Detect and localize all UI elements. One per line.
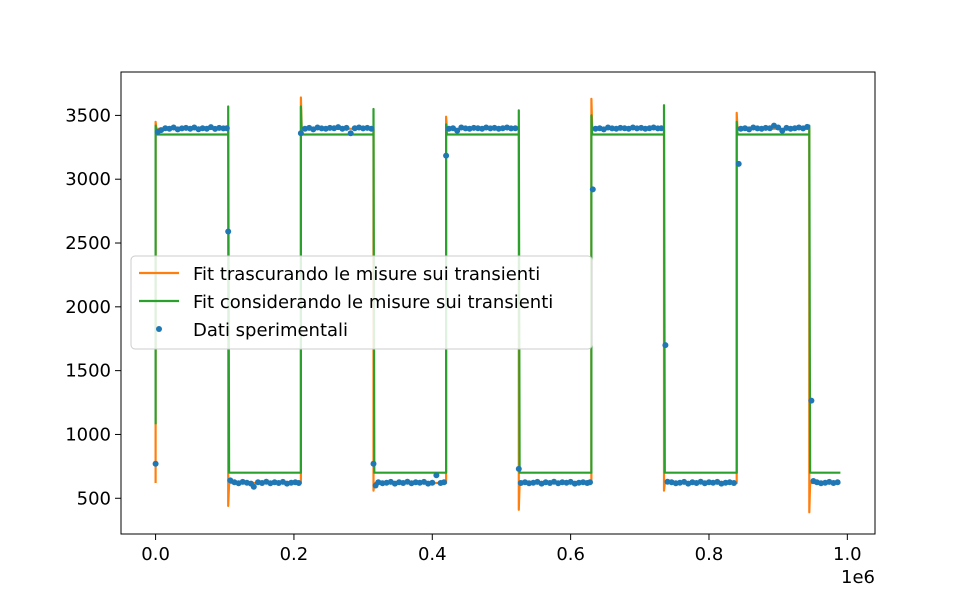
data-point bbox=[250, 483, 257, 490]
legend-swatch-dot bbox=[156, 326, 162, 332]
series-line-1 bbox=[154, 104, 841, 474]
data-point bbox=[223, 125, 230, 132]
data-point bbox=[808, 397, 815, 404]
legend: Fit trascurando le misure sui transienti… bbox=[130, 255, 593, 350]
plot-area bbox=[152, 96, 841, 514]
axes-frame bbox=[120, 71, 876, 535]
y-tick-label: 1500 bbox=[65, 361, 111, 382]
data-point bbox=[512, 125, 519, 132]
data-point bbox=[433, 472, 440, 479]
x-tick-label: 0.0 bbox=[141, 544, 170, 565]
data-point bbox=[295, 480, 302, 486]
data-point bbox=[225, 228, 232, 235]
x-tick-label: 1.0 bbox=[833, 544, 862, 565]
data-point bbox=[152, 460, 159, 467]
y-tick-label: 1000 bbox=[65, 424, 111, 445]
data-point bbox=[443, 152, 450, 159]
y-tick-label: 2000 bbox=[65, 297, 111, 318]
x-tick-label: 0.8 bbox=[695, 544, 724, 565]
data-point bbox=[735, 160, 742, 167]
data-point bbox=[658, 125, 665, 132]
data-point bbox=[730, 480, 737, 486]
legend-label: Dati sperimentali bbox=[193, 320, 348, 341]
legend-label: Fit considerando le misure sui transient… bbox=[193, 292, 553, 313]
y-tick-label: 500 bbox=[77, 488, 111, 509]
x-tick-label: 0.6 bbox=[556, 544, 585, 565]
y-tick-label: 3500 bbox=[65, 105, 111, 126]
data-point bbox=[662, 342, 669, 349]
x-tick-label: 0.4 bbox=[418, 544, 447, 565]
data-point bbox=[441, 479, 447, 486]
x-tick-label: 0.2 bbox=[280, 544, 309, 565]
data-point bbox=[368, 125, 375, 132]
data-point bbox=[429, 479, 436, 486]
data-point bbox=[804, 123, 811, 130]
legend-label: Fit trascurando le misure sui transienti bbox=[193, 264, 540, 285]
data-point bbox=[587, 479, 593, 486]
legend-box bbox=[130, 255, 593, 350]
y-tick-label: 2500 bbox=[65, 233, 111, 254]
data-point bbox=[343, 124, 350, 131]
data-point bbox=[834, 479, 841, 486]
axes-layer: 0.0 0.2 0.4 0.6 0.8 1.0 500 1000 1500 2000 2500 300… bbox=[65, 71, 876, 588]
data-point bbox=[589, 186, 596, 193]
data-point bbox=[515, 465, 522, 472]
data-point bbox=[370, 460, 377, 467]
data-point bbox=[775, 124, 782, 131]
x-offset-label: 1e6 bbox=[841, 567, 875, 588]
data-point bbox=[347, 130, 354, 137]
data-point bbox=[454, 127, 461, 134]
data-point bbox=[297, 130, 304, 137]
y-tick-label: 3000 bbox=[65, 169, 111, 190]
